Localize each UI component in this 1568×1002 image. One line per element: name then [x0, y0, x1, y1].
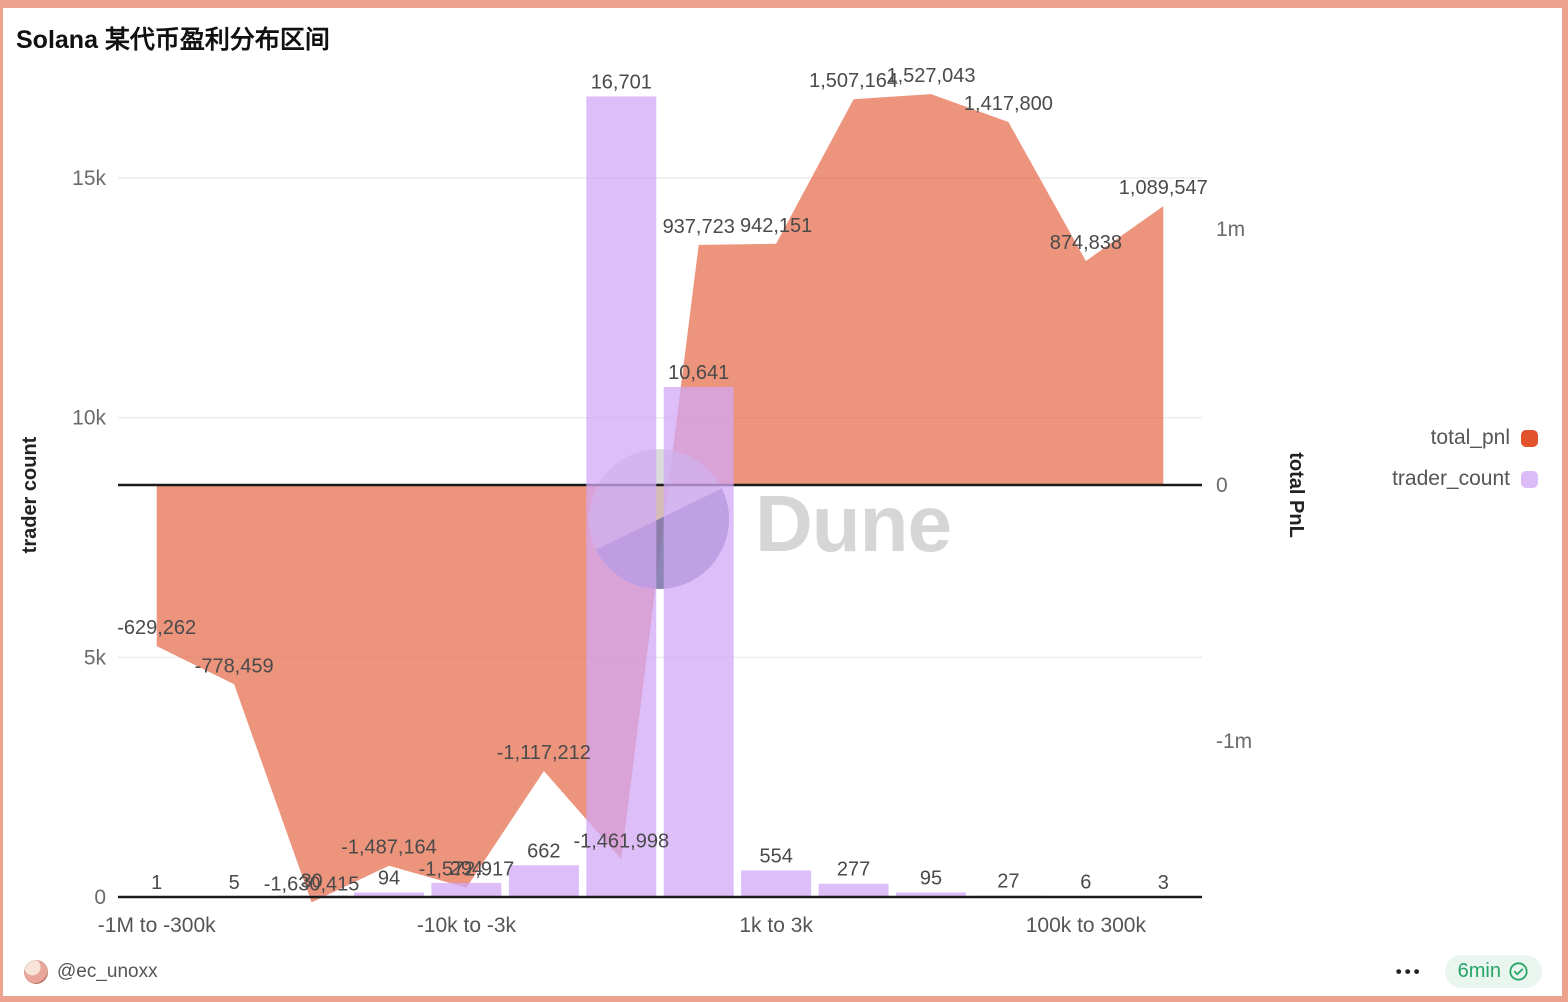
total-pnl-label: 1,417,800: [964, 93, 1053, 115]
x-axis-tick: -1M to -300k: [98, 914, 216, 937]
footer-bar: @ec_unoxx ••• 6min: [24, 955, 1542, 988]
dune-watermark-text: Dune: [755, 479, 951, 568]
trader-count-label: 27: [997, 871, 1019, 893]
legend-label-trader-count: trader_count: [1392, 467, 1510, 490]
total-pnl-label: 1,507,164: [809, 70, 898, 92]
bar-trader-count[interactable]: [354, 892, 424, 897]
total-pnl-label: 874,838: [1050, 232, 1122, 254]
trader-count-label: 16,701: [591, 71, 652, 93]
total-pnl-label: -1,630,415: [264, 873, 360, 895]
trader-count-label: 5: [229, 872, 240, 894]
author-link[interactable]: @ec_unoxx: [24, 959, 158, 984]
freshness-label: 6min: [1457, 960, 1501, 982]
legend-swatch-total-pnl: [1521, 429, 1538, 447]
legend-swatch-trader-count: [1521, 470, 1538, 488]
x-axis-tick: 100k to 300k: [1026, 914, 1147, 937]
total-pnl-label: 1,089,547: [1119, 177, 1208, 199]
bar-trader-count[interactable]: [896, 892, 966, 897]
bar-trader-count[interactable]: [741, 870, 812, 897]
total-pnl-label: -1,461,998: [573, 830, 669, 852]
trader-count-label: 554: [759, 845, 792, 867]
trader-count-label: 95: [920, 867, 942, 889]
trader-count-label: 10,641: [668, 362, 729, 384]
verified-check-icon: [1509, 962, 1528, 981]
total-pnl-label: -629,262: [117, 617, 196, 639]
left-axis-tick: 10k: [72, 407, 106, 430]
total-pnl-label: -1,572,917: [419, 859, 515, 881]
freshness-badge[interactable]: 6min: [1444, 955, 1542, 988]
left-axis-title: trader count: [19, 436, 41, 553]
legend-item-total-pnl[interactable]: total_pnl: [1431, 426, 1538, 450]
bar-trader-count[interactable]: [586, 96, 657, 898]
more-menu-button[interactable]: •••: [1395, 961, 1423, 981]
footer-right: ••• 6min: [1396, 955, 1542, 988]
x-axis-tick: -10k to -3k: [417, 914, 517, 937]
total-pnl-label: 942,151: [740, 215, 812, 237]
legend-label-total-pnl: total_pnl: [1430, 426, 1510, 449]
right-axis-tick: 0: [1216, 474, 1228, 497]
trader-count-label: 3: [1158, 872, 1169, 894]
total-pnl-label: -1,117,212: [497, 742, 591, 764]
legend-item-trader-count[interactable]: trader_count: [1392, 467, 1538, 491]
x-axis-tick: 1k to 3k: [739, 914, 813, 937]
trader-count-label: 6: [1080, 872, 1091, 894]
chart-legend: total_pnl trader_count: [1392, 426, 1538, 491]
trader-count-label: 94: [378, 867, 400, 889]
total-pnl-label: 1,527,043: [887, 65, 976, 87]
author-handle: @ec_unoxx: [57, 960, 158, 982]
trader-count-label: 30: [300, 871, 322, 893]
bar-trader-count[interactable]: [508, 865, 579, 897]
right-axis-title: total PnL: [1285, 452, 1307, 538]
total-pnl-label: 937,723: [663, 216, 735, 238]
author-avatar: [24, 959, 48, 984]
bar-trader-count[interactable]: [663, 386, 734, 897]
total-pnl-label: -778,459: [195, 655, 274, 677]
trader-count-label: 277: [837, 859, 870, 881]
trader-count-label: 1: [151, 872, 162, 894]
left-axis-tick: 5k: [84, 646, 107, 669]
right-axis-tick: 1m: [1216, 218, 1245, 241]
trader-count-label: 662: [527, 840, 560, 862]
left-axis-tick: 15k: [72, 167, 106, 190]
trader-count-label: 294: [450, 858, 483, 880]
page-title: Solana 某代币盈利分布区间: [16, 26, 330, 54]
bar-trader-count[interactable]: [431, 882, 502, 897]
bar-trader-count[interactable]: [818, 883, 889, 897]
total-pnl-label: -1,487,164: [341, 837, 437, 859]
right-axis-tick: -1m: [1216, 730, 1252, 753]
left-axis-tick: 0: [94, 886, 106, 909]
